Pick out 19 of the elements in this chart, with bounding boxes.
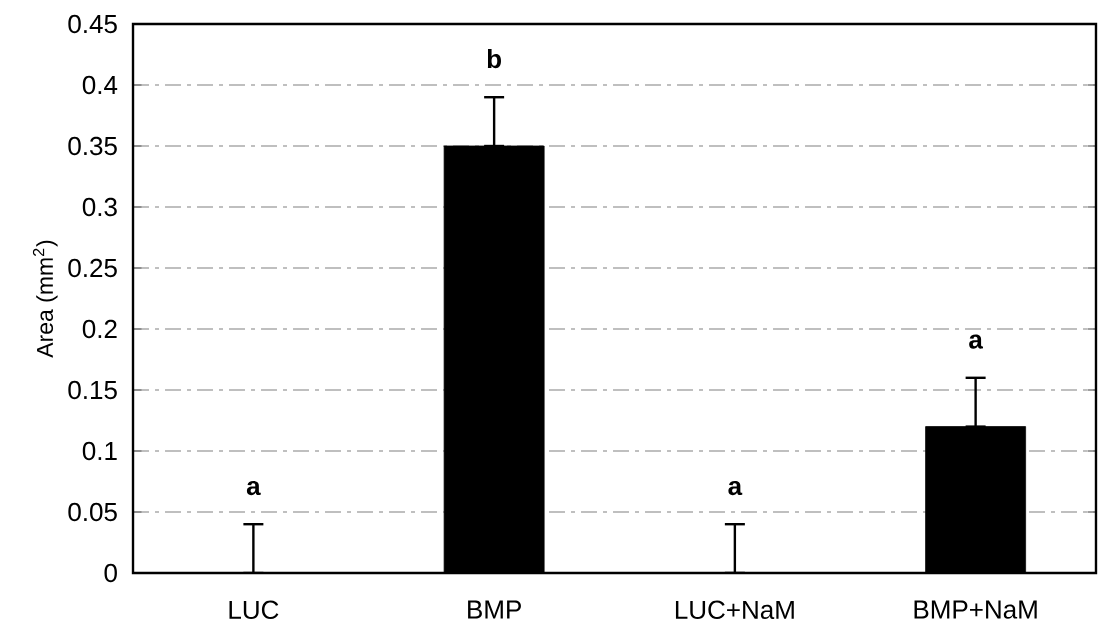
y-axis-title: Area (mm$^{2}$) <box>32 240 58 358</box>
x-tick-label: LUC+NaM <box>675 600 794 620</box>
annotation: a <box>246 480 261 496</box>
annotation: a <box>969 334 984 349</box>
annotation: a <box>728 480 743 496</box>
y-tick-label: 0.2 <box>82 319 117 339</box>
x-tick-label: BMP+NaM <box>914 600 1037 619</box>
y-tick-label: 0.45 <box>68 14 117 34</box>
y-tick-label: 0.4 <box>82 75 118 95</box>
y-tick-label: 0.3 <box>82 197 117 217</box>
y-tick-label: 0.35 <box>68 136 117 156</box>
annotation: b <box>487 49 501 69</box>
y-tick-label: 0.05 <box>68 502 117 522</box>
x-tick-label: BMP <box>468 600 521 619</box>
y-tick-label: 0.25 <box>68 258 117 278</box>
y-tick-label: 0.1 <box>82 441 117 461</box>
x-tick-label: LUC <box>229 600 279 620</box>
y-tick-label: 0.15 <box>68 380 117 400</box>
y-tick-label: 0 <box>104 563 117 583</box>
